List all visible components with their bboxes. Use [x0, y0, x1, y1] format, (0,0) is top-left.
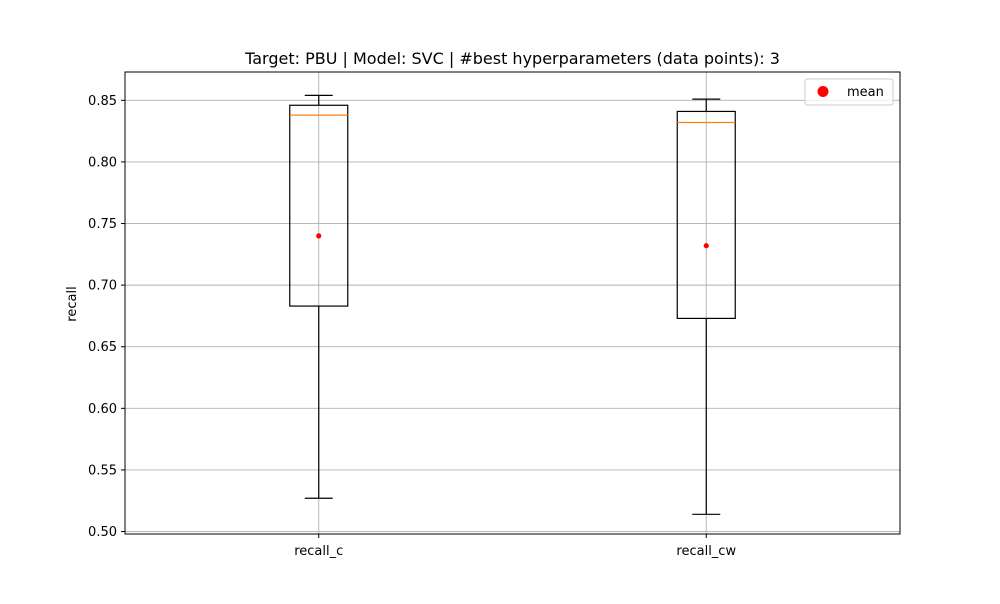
legend-box	[804, 78, 894, 106]
boxes	[289, 94, 736, 515]
x-tick-label: recall_c	[294, 544, 343, 559]
y-tick-label: 0.60	[88, 402, 117, 417]
plot-frame	[124, 71, 901, 535]
chart-title: Target: PBU | Model: SVC | #best hyperpa…	[244, 49, 780, 68]
y-tick-label: 0.55	[88, 463, 117, 478]
y-tick-label: 0.70	[88, 279, 117, 294]
legend-mean-label: mean	[847, 85, 884, 100]
y-tick-label: 0.75	[88, 217, 117, 232]
y-tick-label: 0.85	[88, 94, 117, 109]
mean-marker	[316, 233, 322, 239]
mean-marker	[703, 243, 709, 249]
y-tick-label: 0.80	[88, 155, 117, 170]
x-ticks: recall_c recall_cw	[294, 534, 736, 559]
box-recall-cw	[676, 98, 736, 515]
y-axis-label: recall	[65, 286, 80, 321]
grid-lines	[125, 72, 900, 534]
legend-mean-marker	[817, 86, 829, 97]
legend: mean	[804, 78, 894, 106]
y-tick-label: 0.50	[88, 525, 117, 540]
box-recall-c	[289, 94, 349, 499]
iqr-box	[676, 110, 736, 320]
iqr-box	[289, 104, 349, 307]
y-tick-label: 0.65	[88, 340, 117, 355]
x-tick-label: recall_cw	[676, 544, 736, 559]
y-ticks: 0.50 0.55 0.60 0.65 0.70 0.75 0.80 0.85	[88, 94, 125, 540]
